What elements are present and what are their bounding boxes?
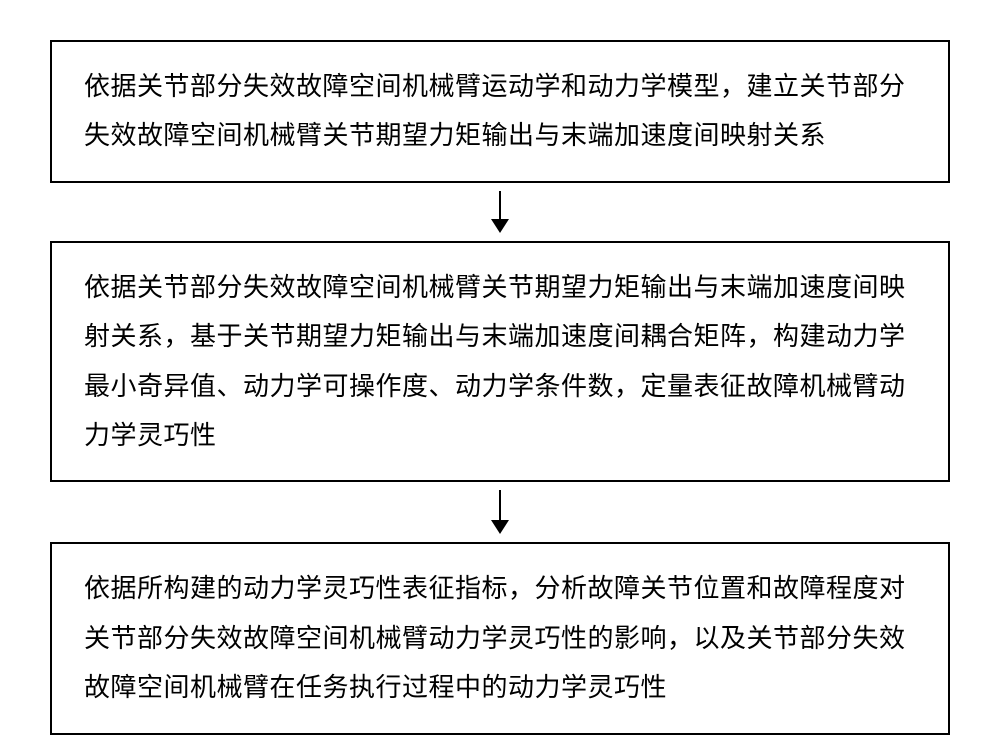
flow-arrow-1 <box>491 191 509 233</box>
arrow-line <box>499 191 501 219</box>
arrow-head-icon <box>491 219 509 233</box>
flow-arrow-2 <box>491 490 509 534</box>
flow-step-2-text: 依据关节部分失效故障空间机械臂关节期望力矩输出与末端加速度间映射关系，基于关节期… <box>84 273 906 450</box>
flow-step-1: 依据关节部分失效故障空间机械臂运动学和动力学模型，建立关节部分失效故障空间机械臂… <box>50 40 950 183</box>
flow-step-2: 依据关节部分失效故障空间机械臂关节期望力矩输出与末端加速度间映射关系，基于关节期… <box>50 241 950 483</box>
flow-step-3: 依据所构建的动力学灵巧性表征指标，分析故障关节位置和故障程度对关节部分失效故障空… <box>50 542 950 734</box>
flow-step-3-text: 依据所构建的动力学灵巧性表征指标，分析故障关节位置和故障程度对关节部分失效故障空… <box>84 574 906 702</box>
arrow-head-icon <box>491 520 509 534</box>
arrow-line <box>499 490 501 520</box>
flow-step-1-text: 依据关节部分失效故障空间机械臂运动学和动力学模型，建立关节部分失效故障空间机械臂… <box>84 72 906 150</box>
